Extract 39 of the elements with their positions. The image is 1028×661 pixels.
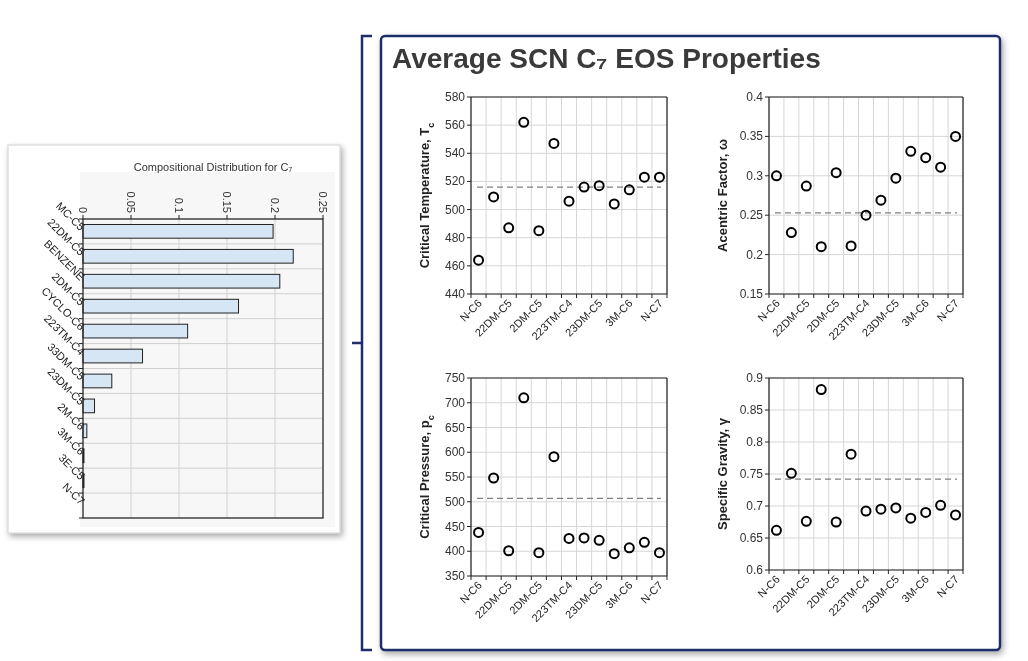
y-tick-label: 500 xyxy=(444,494,466,509)
y-tick-label: 0.85 xyxy=(739,403,764,417)
y-tick-label: 580 xyxy=(444,90,466,104)
y-tick-label: 700 xyxy=(444,395,466,410)
y-tick-label: 0.65 xyxy=(739,531,764,545)
y-tick-label: 400 xyxy=(444,544,466,559)
y-tick-label: 450 xyxy=(444,519,466,534)
x-tick-label: 0.2 xyxy=(269,197,281,213)
y-tick-label: 520 xyxy=(444,174,466,189)
y-tick-label: 560 xyxy=(444,118,466,133)
y-tick-label: 600 xyxy=(444,445,466,460)
y-tick-label: 0.6 xyxy=(746,563,764,577)
y-tick-label: 0.15 xyxy=(739,287,764,301)
y-tick-label: 0.25 xyxy=(739,208,764,223)
y-tick-label: 500 xyxy=(444,202,466,217)
y-axis-title: Specific Gravity, γ xyxy=(715,417,730,530)
chart-title: Compositional Distribution for C₇ xyxy=(133,161,293,173)
y-tick-label: 440 xyxy=(444,287,466,301)
y-tick-label: 650 xyxy=(444,420,466,435)
y-tick-label: 0.2 xyxy=(746,247,764,262)
x-tick-label: 0.1 xyxy=(173,197,185,213)
y-tick-label: 0.9 xyxy=(746,371,764,385)
y-tick-label: 0.7 xyxy=(746,499,764,513)
y-tick-label: 540 xyxy=(444,146,466,161)
y-tick-label: 350 xyxy=(444,569,466,583)
y-tick-label: 480 xyxy=(444,230,466,245)
x-tick-label: 0.15 xyxy=(221,191,233,213)
y-tick-label: 750 xyxy=(444,371,466,385)
x-tick-label: 0.25 xyxy=(317,191,329,213)
y-tick-label: 0.75 xyxy=(739,467,764,481)
y-tick-label: 550 xyxy=(444,470,466,484)
y-tick-label: 460 xyxy=(444,258,466,273)
chart-title: Average SCN C₇ EOS Properties xyxy=(392,43,821,74)
y-tick-label: 0.35 xyxy=(739,129,764,144)
y-tick-label: 0.4 xyxy=(746,90,764,104)
y-axis-title: Acentric Factor, ω xyxy=(715,139,730,252)
y-tick-label: 0.3 xyxy=(746,168,764,183)
x-tick-label: 0.05 xyxy=(125,191,137,213)
y-tick-label: 0.8 xyxy=(746,435,764,449)
